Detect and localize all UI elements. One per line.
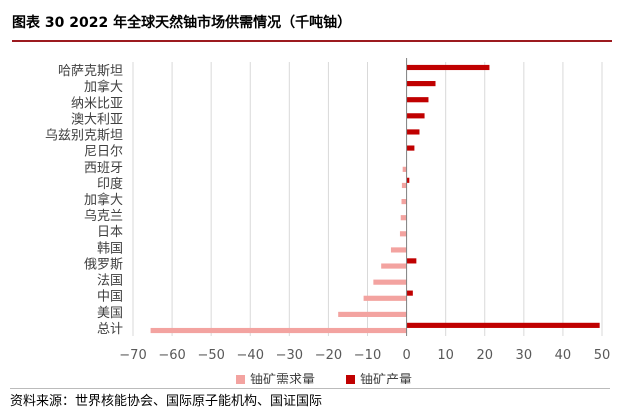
category-label: 尼日尔: [84, 145, 123, 160]
demand-bar: [401, 199, 407, 205]
category-label: 澳大利亚: [71, 111, 123, 127]
demand-bar: [363, 295, 407, 301]
legend-label-supply: 铀矿产量: [360, 373, 412, 384]
category-label: 乌克兰: [84, 208, 123, 224]
chart-title: 图表 30 2022 年全球天然铀市场供需情况（千吨铀）: [12, 6, 612, 42]
x-tick-label: −30: [276, 348, 303, 363]
category-label: 西班牙: [84, 161, 123, 176]
supply-bar: [406, 113, 425, 119]
supply-bar: [406, 177, 410, 183]
category-label: 法国: [97, 274, 123, 289]
category-label: 中国: [97, 290, 123, 305]
x-tick-label: 30: [516, 348, 533, 363]
supply-bar: [406, 145, 415, 151]
x-tick-label: 40: [555, 348, 572, 363]
x-tick-label: −50: [197, 348, 224, 363]
x-tick-label: −60: [158, 348, 185, 363]
x-tick-label: −70: [119, 348, 146, 363]
x-tick-label: −20: [315, 348, 342, 363]
demand-bar: [401, 182, 407, 189]
supply-bar: [406, 97, 429, 103]
legend-layer: 铀矿需求量 铀矿产量: [236, 373, 412, 388]
category-label: 加拿大: [84, 79, 123, 95]
demand-bar: [400, 215, 407, 221]
demand-bar: [373, 279, 407, 285]
x-tick-label: −40: [237, 348, 264, 363]
supply-bar: [406, 64, 490, 71]
category-label: 韩国: [97, 241, 123, 256]
legend-label-demand: 铀矿需求量: [250, 373, 315, 384]
category-label: 美国: [97, 306, 123, 321]
demand-bar: [338, 311, 407, 317]
demand-bar: [381, 263, 407, 269]
label-layer: 哈萨克斯坦加拿大纳米比亚澳大利亚乌兹别克斯坦尼日尔西班牙印度加拿大乌克兰日本韩国…: [45, 64, 123, 337]
demand-bar: [402, 166, 407, 172]
axis-layer: −70 −60 −50 −40 −30 −20 −10 0 10 20 30 40 50: [119, 58, 610, 363]
category-label: 日本: [97, 225, 123, 240]
supply-bar: [406, 81, 436, 87]
source-note: 资料来源：世界核能协会、国际原子能机构、国证国际: [10, 388, 610, 415]
chart-container: −70 −60 −50 −40 −30 −20 −10 0 10 20 30 40 50 哈萨克斯坦 加拿…: [0, 44, 619, 388]
supply-bar: [406, 290, 413, 296]
demand-bar: [150, 327, 407, 334]
demand-bar: [390, 247, 407, 253]
x-tick-label: 20: [476, 348, 493, 363]
legend-swatch-supply: [346, 375, 355, 384]
grid-layer: [132, 62, 603, 336]
category-label: 哈萨克斯坦: [58, 64, 123, 79]
chart-svg: −70 −60 −50 −40 −30 −20 −10 0 10 20 30 40 50 哈萨克斯坦加拿…: [45, 58, 610, 388]
category-label: 加拿大: [84, 192, 123, 208]
category-label: 总计: [97, 322, 123, 337]
category-label: 俄罗斯: [84, 257, 123, 272]
supply-bar: [406, 258, 417, 264]
demand-bar: [399, 231, 407, 237]
supply-bar: [406, 322, 600, 328]
x-tick-label: 0: [402, 348, 410, 363]
category-label: 印度: [97, 176, 123, 192]
category-label: 乌兹别克斯坦: [45, 128, 123, 144]
x-tick-label: 10: [437, 348, 454, 363]
x-tick-label: 50: [594, 348, 611, 363]
category-label: 纳米比亚: [71, 96, 123, 111]
x-tick-label: −10: [354, 348, 381, 363]
legend-swatch-demand: [236, 375, 245, 384]
bar-layer: [150, 64, 600, 334]
supply-bar: [406, 129, 420, 135]
